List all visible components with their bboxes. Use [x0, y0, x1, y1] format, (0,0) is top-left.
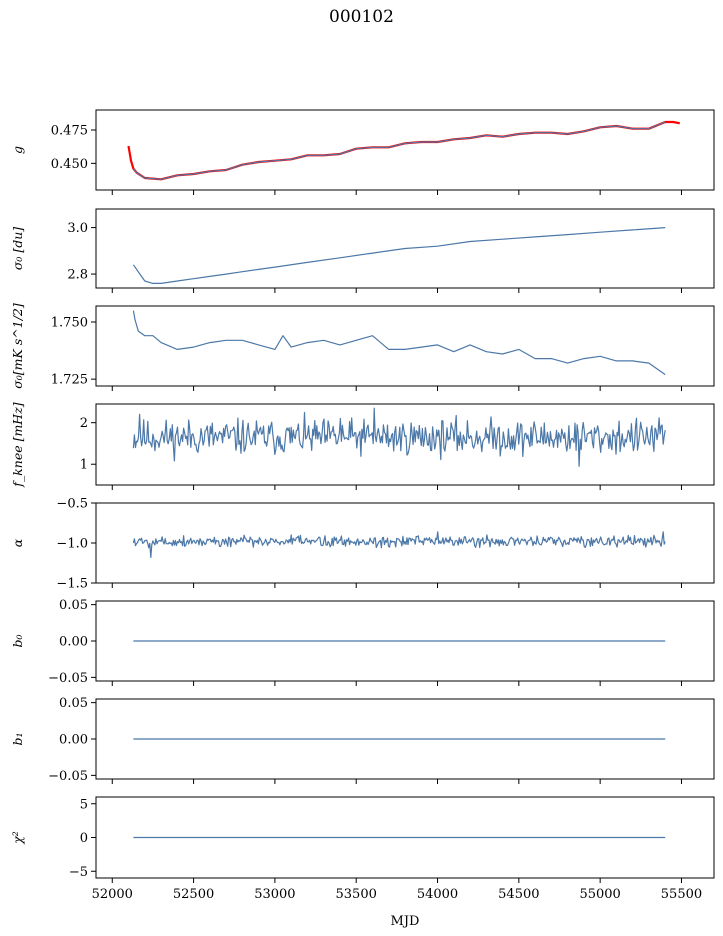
series-line-fknee-0	[132, 407, 666, 467]
ytick-label-sigma0_du: 2.8	[67, 268, 88, 283]
panel-b0: −0.05 0.00 0.05 b₀	[10, 598, 715, 686]
ylabel-chi2: χ²	[10, 831, 25, 845]
ytick-label-fknee: 2	[80, 416, 88, 431]
ytick-label-b0: −0.05	[48, 671, 88, 686]
ytick-label-b0: 0.05	[59, 598, 88, 613]
figure-title: 000102	[329, 7, 394, 27]
xlabel: MJD	[391, 914, 420, 929]
ytick-label-fknee: 1	[80, 458, 88, 473]
series-line-sigma0_du-0	[132, 227, 666, 284]
ytick-label-sigma0_mk: 1.750	[51, 316, 88, 331]
axes-frame-g	[95, 109, 715, 191]
ylabel-g: g	[10, 146, 25, 154]
ylabel-sigma0_du: σ₀ [du]	[10, 227, 25, 270]
panel-g: 0.450 0.475 g	[10, 109, 715, 195]
ytick-label-b1: 0.00	[59, 733, 88, 748]
ylabel-sigma0_mk: σ₀[mK s^1/2]	[10, 303, 25, 389]
ytick-label-chi2: 0	[80, 831, 88, 846]
panel-fknee: 1 2 f_knee [mHz]	[10, 402, 715, 490]
ytick-label-alpha: −0.5	[56, 497, 88, 512]
ytick-label-g: 0.475	[51, 124, 88, 139]
series-line-alpha-0	[132, 531, 666, 558]
panel-sigma0_du: 2.8 3.0 σ₀ [du]	[10, 208, 715, 293]
ytick-label-chi2: 5	[80, 797, 88, 812]
xtick-label: 52500	[173, 887, 214, 902]
axes-frame-fknee	[95, 403, 715, 486]
ytick-label-sigma0_mk: 1.725	[51, 373, 88, 388]
ylabel-b0: b₀	[10, 634, 25, 647]
panel-b1: −0.05 0.00 0.05 b₁	[10, 696, 715, 784]
series-line-g-1	[132, 121, 666, 180]
xtick-label: 53500	[336, 887, 377, 902]
series-line-sigma0_mk-0	[132, 310, 666, 376]
ytick-label-b0: 0.00	[59, 635, 88, 650]
axes-frame-sigma0_mk	[95, 305, 715, 387]
ytick-label-g: 0.450	[51, 157, 88, 172]
axes-frame-sigma0_du	[95, 208, 715, 289]
panel-alpha: −1.5 −1.0 −0.5 α	[10, 497, 715, 592]
ytick-label-b1: 0.05	[59, 696, 88, 711]
ytick-label-b1: −0.05	[48, 769, 88, 784]
xtick-label: 52000	[92, 887, 133, 902]
xtick-label: 53000	[254, 887, 295, 902]
ylabel-fknee: f_knee [mHz]	[10, 402, 25, 487]
ytick-label-alpha: −1.5	[56, 577, 88, 592]
ylabel-alpha: α	[10, 538, 25, 547]
ytick-label-sigma0_du: 3.0	[67, 221, 88, 236]
xtick-label: 54000	[417, 887, 458, 902]
xtick-label: 54500	[498, 887, 539, 902]
ytick-label-chi2: −5	[69, 865, 88, 880]
panel-sigma0_mk: 1.725 1.750 σ₀[mK s^1/2]	[10, 303, 715, 391]
panel-chi2: −5 0 5 52000 52500 53000 53500 54000 54500 55000 5…	[10, 796, 715, 902]
ylabel-b1: b₁	[10, 732, 25, 745]
xtick-label: 55500	[661, 887, 702, 902]
xtick-label: 55000	[579, 887, 620, 902]
ytick-label-alpha: −1.0	[56, 537, 88, 552]
